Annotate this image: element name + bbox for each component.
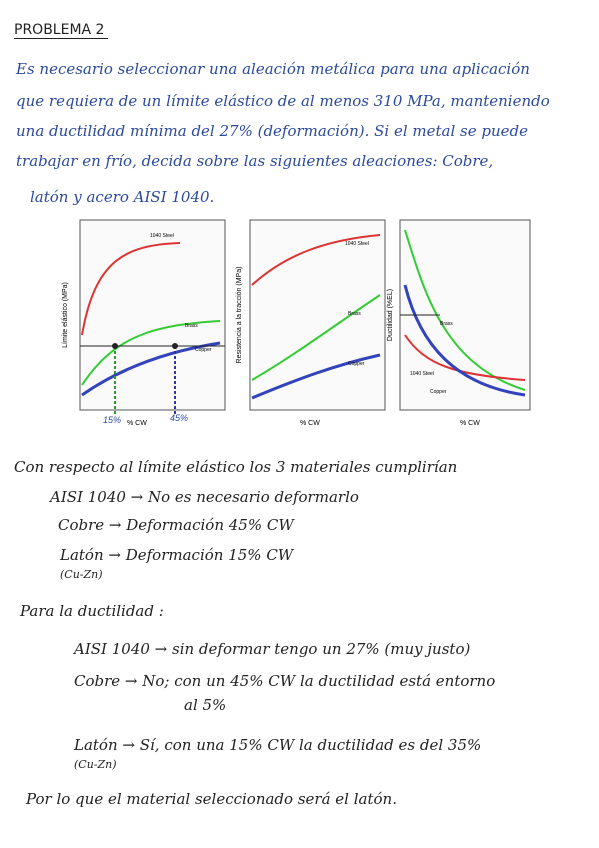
x-label: % CW xyxy=(127,420,147,427)
curve-label: Brass xyxy=(185,323,198,329)
answer-row: Cobre → No; con un 45% CW la ductilidad … xyxy=(74,672,496,690)
curve-label: 1040 Steel xyxy=(150,233,174,239)
curve-label: Copper xyxy=(348,361,365,367)
point xyxy=(172,343,178,349)
statement-line: que requiera de un límite elástico de al… xyxy=(16,92,550,110)
curve-label: 1040 Steel xyxy=(345,241,369,247)
x-label: % CW xyxy=(460,420,480,427)
curve xyxy=(81,320,221,386)
curve-label: Copper xyxy=(195,347,212,353)
x-label: % CW xyxy=(300,420,320,427)
heading: Para la ductilidad : xyxy=(20,602,164,620)
figure: Límite elástico (MPa) 1040 Steel Brass C… xyxy=(62,219,531,427)
statement-line: una ductilidad mínima del 27% (deformaci… xyxy=(16,122,529,140)
curve-label: 1040 Steel xyxy=(410,371,434,377)
curve xyxy=(81,242,181,336)
title: PROBLEMA 2 xyxy=(14,22,109,39)
statement-line: trabajar en frío, decida sobre las sigui… xyxy=(16,152,494,170)
statement-line: latón y acero AISI 1040. xyxy=(30,188,215,206)
statement-line: Es necesario seleccionar una aleación me… xyxy=(16,60,530,78)
curve xyxy=(404,229,526,391)
answer-intro: Con respecto al límite elástico los 3 ma… xyxy=(14,458,458,476)
curve-label: Brass xyxy=(348,311,361,317)
panel-frame xyxy=(249,219,386,411)
point xyxy=(112,343,118,349)
y-label: Límite elástico (MPa) xyxy=(62,282,69,348)
conclusion: Por lo que el material seleccionado será… xyxy=(26,790,397,808)
answer-row: AISI 1040 → No es necesario deformarlo xyxy=(50,488,359,506)
y-label: Ductilidad (%EL) xyxy=(387,289,394,341)
curve-label: Copper xyxy=(430,389,447,395)
y-label: Resistencia a la tracción (MPa) xyxy=(236,267,243,364)
curve-label: Brass xyxy=(440,321,453,327)
note: (Cu-Zn) xyxy=(60,568,103,581)
annotation: 15% xyxy=(103,415,121,425)
curve xyxy=(251,294,381,381)
annotation: 45% xyxy=(170,413,188,423)
answer-row: Cobre → Deformación 45% CW xyxy=(58,516,294,534)
curve xyxy=(403,284,526,397)
answer-row: Latón → Sí, con una 15% CW la ductilidad… xyxy=(74,736,482,754)
panel-frame xyxy=(79,219,226,411)
note: (Cu-Zn) xyxy=(74,758,117,771)
answer-row: AISI 1040 → sin deformar tengo un 27% (m… xyxy=(74,640,471,658)
answer-row: Latón → Deformación 15% CW xyxy=(60,546,294,564)
curve xyxy=(251,234,381,286)
answer-row: al 5% xyxy=(184,696,227,714)
curve xyxy=(404,334,526,381)
curve xyxy=(251,353,381,400)
